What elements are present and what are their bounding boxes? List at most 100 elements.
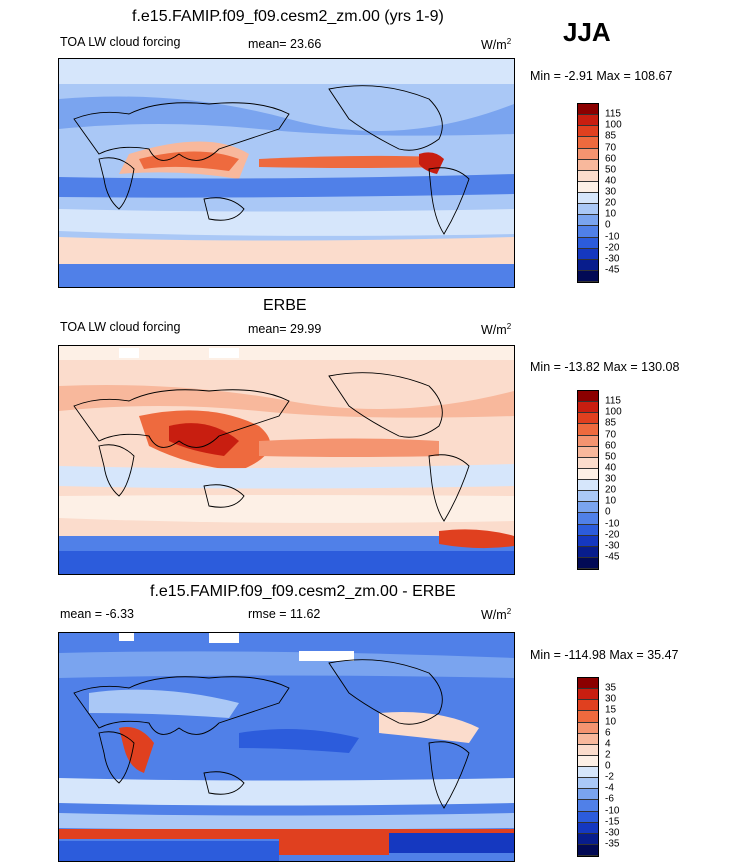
- season-label: JJA: [563, 17, 611, 47]
- panel2-colorbar: [577, 390, 599, 570]
- colorbar-tick-label: 40: [605, 175, 617, 187]
- colorbar-segment: [578, 259, 598, 271]
- colorbar-segment: [578, 170, 598, 182]
- colorbar-segment: [578, 833, 598, 845]
- colorbar-segment: [578, 491, 598, 503]
- colorbar-segment: [578, 535, 598, 547]
- colorbar-tick-label: 10: [605, 208, 617, 220]
- colorbar-segment: [578, 800, 598, 812]
- colorbar-tick-label: -15: [605, 816, 620, 828]
- colorbar-segment: [578, 844, 598, 856]
- colorbar-segment: [578, 546, 598, 558]
- colorbar-tick-label: 6: [605, 727, 611, 739]
- colorbar-tick-label: 15: [605, 704, 617, 716]
- colorbar-segment: [578, 711, 598, 723]
- colorbar-tick-label: 100: [605, 406, 622, 418]
- colorbar-tick-label: 2: [605, 749, 611, 761]
- colorbar-segment: [578, 204, 598, 216]
- colorbar-segment: [578, 126, 598, 138]
- colorbar-tick-label: -30: [605, 827, 620, 839]
- panel1-map: [58, 58, 515, 288]
- colorbar-tick-label: 85: [605, 417, 617, 429]
- colorbar-segment: [578, 137, 598, 149]
- colorbar-tick-label: 0: [605, 506, 611, 518]
- colorbar-segment: [578, 822, 598, 834]
- panel2-units: W/m2: [481, 322, 512, 338]
- colorbar-segment: [578, 689, 598, 701]
- colorbar-segment: [578, 237, 598, 249]
- colorbar-tick-label: 35: [605, 682, 617, 694]
- panel1-minmax: Min = -2.91 Max = 108.67: [530, 69, 673, 83]
- panel1-units: W/m2: [481, 37, 512, 53]
- colorbar-tick-label: 60: [605, 153, 617, 165]
- panel1-colorbar: [577, 103, 599, 283]
- colorbar-tick-label: 30: [605, 693, 617, 705]
- colorbar-segment: [578, 513, 598, 525]
- colorbar-tick-label: -10: [605, 231, 620, 242]
- colorbar-segment: [578, 744, 598, 756]
- colorbar-segment: [578, 468, 598, 480]
- colorbar-tick-label: -6: [605, 793, 614, 805]
- panel3-units: W/m2: [481, 607, 512, 623]
- colorbar-segment: [578, 115, 598, 127]
- colorbar-tick-label: 30: [605, 473, 617, 485]
- panel3-mean-label: mean = -6.33: [60, 607, 135, 621]
- colorbar-tick-label: -20: [605, 242, 620, 254]
- colorbar-tick-label: -10: [605, 518, 620, 529]
- colorbar-tick-label: 0: [605, 760, 611, 772]
- panel2-title: ERBE: [263, 297, 307, 314]
- colorbar-segment: [578, 193, 598, 205]
- panel3-rmse-label: rmse = 11.62: [248, 607, 321, 621]
- colorbar-tick-label: -45: [605, 551, 620, 563]
- colorbar-segment: [578, 700, 598, 712]
- panel3-map: [58, 632, 515, 862]
- colorbar-tick-label: -45: [605, 264, 620, 276]
- colorbar-segment: [578, 104, 598, 116]
- colorbar-tick-label: 115: [605, 395, 621, 407]
- panel2-mean-label: mean= 29.99: [248, 322, 322, 336]
- colorbar-segment: [578, 502, 598, 514]
- colorbar-segment: [578, 402, 598, 414]
- colorbar-segment: [578, 391, 598, 403]
- panel2-map: [58, 345, 515, 575]
- colorbar-segment: [578, 778, 598, 790]
- colorbar-segment: [578, 480, 598, 492]
- colorbar-tick-label: 10: [605, 716, 617, 727]
- panel1-mean-label: mean= 23.66: [248, 37, 322, 51]
- colorbar-tick-label: -35: [605, 838, 620, 850]
- colorbar-segment: [578, 789, 598, 801]
- colorbar-segment: [578, 248, 598, 260]
- colorbar-tick-label: 0: [605, 219, 611, 231]
- colorbar-segment: [578, 424, 598, 436]
- colorbar-tick-label: 40: [605, 462, 617, 474]
- colorbar-segment: [578, 524, 598, 536]
- colorbar-segment: [578, 733, 598, 745]
- colorbar-tick-label: -4: [605, 782, 614, 794]
- panel3-title: f.e15.FAMIP.f09_f09.cesm2_zm.00 - ERBE: [150, 583, 456, 600]
- colorbar-segment: [578, 413, 598, 425]
- colorbar-tick-label: 100: [605, 119, 622, 131]
- colorbar-tick-label: -30: [605, 540, 620, 552]
- colorbar-tick-label: 50: [605, 164, 617, 176]
- colorbar-segment: [578, 678, 598, 690]
- panel3-colorbar: [577, 677, 599, 857]
- panel1-left-label: TOA LW cloud forcing: [60, 35, 181, 49]
- colorbar-tick-label: -10: [605, 805, 620, 816]
- colorbar-segment: [578, 767, 598, 779]
- colorbar-tick-label: 60: [605, 440, 617, 452]
- colorbar-segment: [578, 215, 598, 227]
- colorbar-tick-label: 30: [605, 186, 617, 198]
- colorbar-tick-label: 115: [605, 108, 621, 120]
- colorbar-tick-label: 10: [605, 495, 617, 507]
- colorbar-tick-label: -20: [605, 529, 620, 541]
- main-title: f.e15.FAMIP.f09_f09.cesm2_zm.00 (yrs 1-9…: [132, 8, 444, 25]
- panel2-left-label: TOA LW cloud forcing: [60, 320, 181, 334]
- panel2-minmax: Min = -13.82 Max = 130.08: [530, 360, 680, 374]
- colorbar-segment: [578, 159, 598, 171]
- colorbar-segment: [578, 181, 598, 193]
- colorbar-tick-label: 50: [605, 451, 617, 463]
- colorbar-tick-label: 70: [605, 142, 617, 153]
- colorbar-segment: [578, 446, 598, 458]
- colorbar-segment: [578, 811, 598, 823]
- colorbar-segment: [578, 722, 598, 734]
